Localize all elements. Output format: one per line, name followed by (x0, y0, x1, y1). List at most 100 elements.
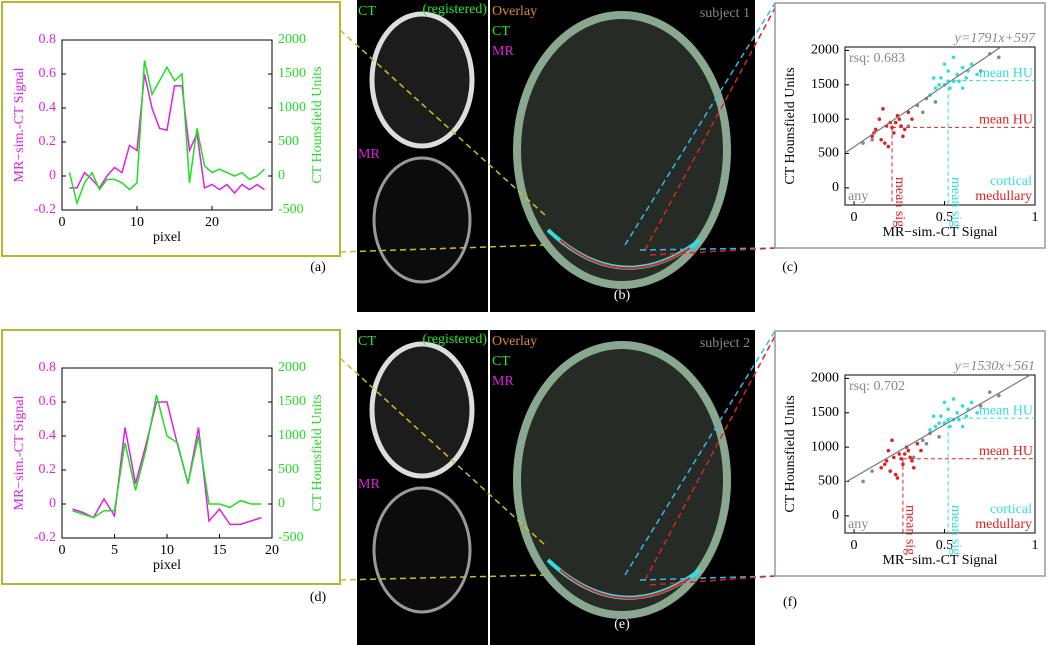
legend-entry: any (848, 517, 868, 532)
connector (624, 2, 776, 246)
fit-equation: y=1791x+597 (953, 31, 1036, 46)
registered-label: (registered) (422, 332, 487, 347)
y-tick-label: 0.8 (39, 360, 57, 375)
scatter-point (987, 390, 992, 394)
y2-tick-label: 2000 (278, 360, 306, 375)
scatter-point (948, 86, 952, 91)
x-tick-label: 0 (59, 543, 66, 558)
data-line (72, 395, 262, 519)
y2-tick-label: 1500 (278, 394, 306, 409)
scatter-point (931, 414, 936, 419)
mr-label: MR (358, 147, 380, 162)
x-tick-label: 0.5 (936, 210, 954, 225)
panel-box (1, 329, 341, 585)
y-tick-label: 1500 (811, 77, 839, 92)
scatter-point (937, 82, 941, 87)
scatter-point (969, 62, 974, 66)
scatter-point (948, 424, 952, 429)
overlay-ct: CT (492, 354, 510, 369)
x-tick-label: 15 (213, 543, 227, 558)
scatter-point (978, 69, 983, 73)
y-tick-label: 500 (818, 146, 839, 161)
x-tick-label: 20 (265, 543, 279, 558)
scatter-point (902, 127, 907, 132)
scatter-point (888, 469, 893, 473)
x-tick-label: 1 (1032, 538, 1039, 553)
x-axis-label: pixel (153, 230, 181, 245)
x-tick-label: 0.5 (936, 538, 954, 553)
scatter-point (870, 469, 874, 473)
mean-sig-label: mean sig (948, 177, 963, 227)
scatter-point (897, 117, 902, 121)
scatter-point (906, 448, 911, 453)
y-tick-label: 1500 (811, 405, 839, 420)
scatter-point (892, 455, 896, 460)
scatter-point (997, 393, 1001, 398)
rsq-label: rsq: 0.702 (849, 379, 905, 394)
fit-line (844, 46, 1002, 154)
overlay-rim-red (559, 569, 691, 600)
scatter-point (883, 141, 887, 145)
y-tick-label: 0.2 (39, 462, 57, 477)
y-tick-label: -0.2 (34, 202, 56, 217)
y-tick-label: 0.6 (39, 66, 57, 81)
data-line (69, 73, 265, 195)
scatter-point (921, 110, 925, 115)
scatter-point (931, 76, 936, 80)
connector (624, 330, 776, 576)
scatter-point (933, 100, 938, 104)
y-axis-label: CT Hounsfield Units (783, 395, 798, 512)
panel-box (774, 330, 1046, 577)
panel-label: (c) (782, 260, 798, 275)
y-tick-label: 0 (832, 180, 839, 195)
scatter-point (964, 414, 969, 419)
y-tick-label: 2000 (811, 43, 839, 58)
scatter-point (911, 465, 916, 470)
x-tick-label: 1 (1032, 210, 1039, 225)
scatter-point (893, 120, 898, 125)
y-tick-label: -0.2 (34, 530, 56, 545)
scatter-point (884, 459, 889, 463)
scatter-point (951, 55, 956, 60)
legend-entry: any (848, 189, 868, 204)
overlay-title: Overlay (492, 4, 537, 19)
panel-box (1, 1, 341, 257)
y-tick-label: 0 (49, 168, 56, 183)
panel-label: (f) (783, 595, 797, 610)
scatter-point (964, 76, 969, 80)
subject-label: subject 2 (700, 336, 750, 351)
scatter-point (975, 72, 979, 77)
y-axis-label: CT Hounsfield Units (783, 67, 798, 184)
scatter-point (902, 452, 907, 456)
scatter-point (873, 127, 878, 132)
scatter-point (861, 479, 865, 484)
connector (644, 335, 776, 581)
scatter-point (960, 65, 965, 70)
scatter-point (960, 404, 965, 408)
y2-tick-label: 1000 (278, 100, 306, 115)
mean-hu-label: mean HU (979, 403, 1033, 418)
y-axis-label: MR−sim.-CT Signal (12, 395, 27, 510)
connector (649, 247, 776, 256)
scatter-point (942, 400, 947, 405)
legend-entry: medullary (975, 517, 1032, 532)
panel-label: (d) (310, 590, 327, 605)
subject-label: subject 1 (700, 6, 750, 21)
scatter-point (861, 141, 865, 145)
overlay-rim-red (559, 239, 691, 270)
mr-skull (372, 156, 472, 284)
x-tick-label: 20 (205, 215, 219, 230)
ct-skull (369, 11, 475, 149)
scatter-point (919, 448, 923, 453)
scatter-point (939, 414, 943, 419)
x-tick-label: 0 (851, 210, 858, 225)
y2-tick-label: 500 (278, 134, 299, 149)
scatter-point (975, 410, 979, 415)
plot-frame (844, 46, 1036, 206)
connector (639, 575, 776, 581)
scatter-point (933, 86, 938, 91)
connector (339, 29, 546, 216)
y-tick-label: 1000 (811, 439, 839, 454)
x-tick-label: 10 (160, 543, 174, 558)
